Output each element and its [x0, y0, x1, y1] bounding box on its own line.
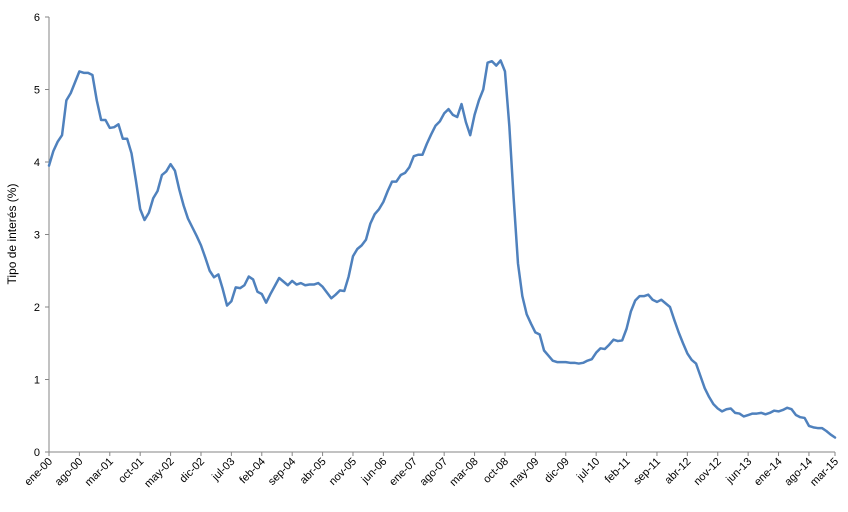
x-tick-label: dic-09 — [542, 456, 572, 486]
x-tick-label: sep-11 — [631, 456, 663, 488]
y-tick-label: 3 — [34, 230, 40, 242]
x-tick-label: jun-06 — [359, 456, 390, 487]
x-tick-label: abr-05 — [298, 456, 329, 487]
y-tick-label: 1 — [34, 375, 40, 387]
x-tick-label: feb-11 — [603, 456, 633, 486]
chart-axes — [48, 17, 835, 453]
x-tick-label: dic-02 — [177, 456, 207, 486]
y-tick-label: 0 — [34, 447, 40, 459]
x-tick-label: feb-04 — [237, 456, 268, 487]
y-tick-label: 5 — [34, 85, 40, 97]
y-tick-label: 2 — [34, 302, 40, 314]
x-tick-label: ene-14 — [752, 456, 785, 489]
x-tick-label: ago-00 — [53, 456, 86, 489]
x-tick-label: jul-10 — [574, 456, 602, 484]
x-tick-label: may-02 — [142, 456, 176, 490]
series-line — [47, 59, 837, 439]
x-tick-label: ene-00 — [22, 456, 55, 489]
x-tick-label: may-09 — [507, 456, 541, 490]
y-axis-ticks: 0 1 2 3 4 5 6 — [34, 12, 49, 459]
y-axis-title: Tipo de interés (%) — [5, 184, 19, 285]
x-tick-label: nov-12 — [692, 456, 724, 488]
x-tick-label: nov-05 — [327, 456, 359, 488]
x-tick-label: mar-08 — [448, 456, 481, 489]
x-tick-label: mar-01 — [83, 456, 116, 489]
x-tick-label: ago-07 — [418, 456, 451, 489]
x-tick-label: mar-15 — [808, 456, 841, 489]
x-tick-label: ene-07 — [387, 456, 420, 489]
x-tick-label: abr-12 — [663, 456, 694, 487]
x-tick-label: jul-03 — [209, 456, 237, 484]
y-tick-label: 4 — [34, 157, 40, 169]
x-tick-label: jun-13 — [723, 456, 754, 487]
x-tick-label: sep-04 — [266, 456, 298, 488]
y-tick-label: 6 — [34, 12, 40, 24]
